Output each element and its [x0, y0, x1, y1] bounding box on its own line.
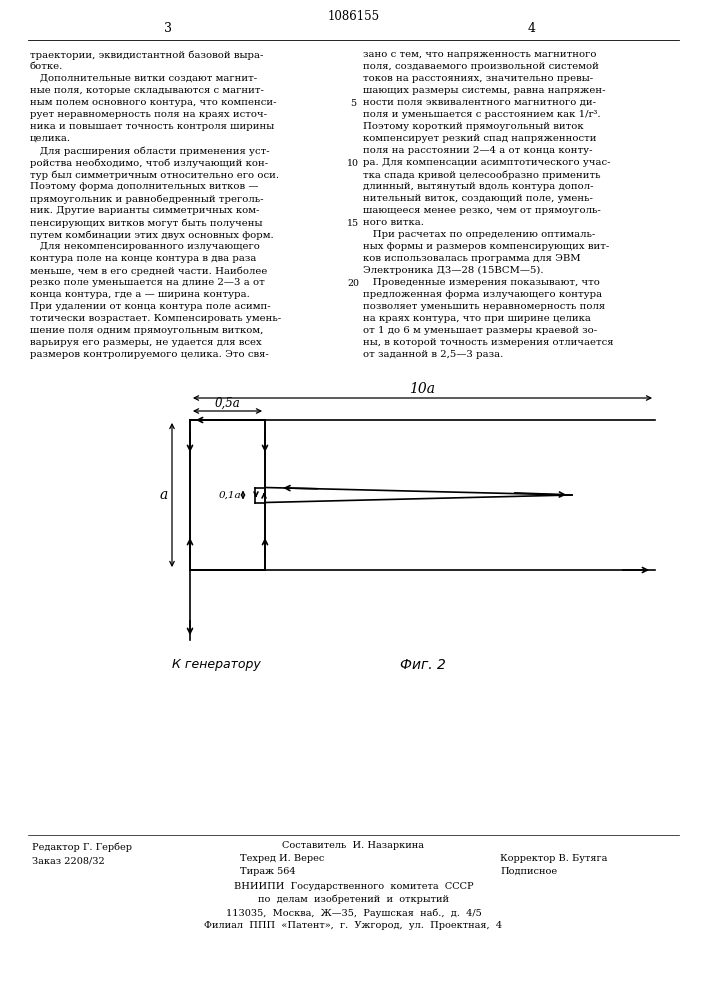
Text: 0,1a: 0,1a — [218, 490, 241, 499]
Text: ного витка.: ного витка. — [363, 218, 424, 227]
Text: от заданной в 2,5—3 раза.: от заданной в 2,5—3 раза. — [363, 350, 503, 359]
Text: контура поле на конце контура в два раза: контура поле на конце контура в два раза — [30, 254, 257, 263]
Text: зано с тем, что напряженность магнитного: зано с тем, что напряженность магнитного — [363, 50, 597, 59]
Text: 0,5a: 0,5a — [215, 397, 240, 410]
Text: Филиал  ППП  «Патент»,  г.  Ужгород,  ул.  Проектная,  4: Филиал ППП «Патент», г. Ужгород, ул. Про… — [204, 921, 503, 930]
Text: нительный виток, создающий поле, умень-: нительный виток, создающий поле, умень- — [363, 194, 593, 203]
Text: поля на расстоянии 2—4 а от конца конту-: поля на расстоянии 2—4 а от конца конту- — [363, 146, 592, 155]
Text: При расчетах по определению оптималь-: При расчетах по определению оптималь- — [363, 230, 595, 239]
Text: ник. Другие варианты симметричных ком-: ник. Другие варианты симметричных ком- — [30, 206, 259, 215]
Text: ботке.: ботке. — [30, 62, 64, 71]
Text: шение поля одним прямоугольным витком,: шение поля одним прямоугольным витком, — [30, 326, 264, 335]
Text: Поэтому короткий прямоугольный виток: Поэтому короткий прямоугольный виток — [363, 122, 583, 131]
Text: предложенная форма излучающего контура: предложенная форма излучающего контура — [363, 290, 602, 299]
Text: ным полем основного контура, что компенси-: ным полем основного контура, что компенс… — [30, 98, 276, 107]
Text: ВНИИПИ  Государственного  комитета  СССР: ВНИИПИ Государственного комитета СССР — [234, 882, 473, 891]
Text: ков использовалась программа для ЭВМ: ков использовалась программа для ЭВМ — [363, 254, 580, 263]
Text: конца контура, где а — ширина контура.: конца контура, где а — ширина контура. — [30, 290, 250, 299]
Text: 4: 4 — [528, 22, 536, 35]
Text: ройства необходимо, чтоб излучающий кон-: ройства необходимо, чтоб излучающий кон- — [30, 158, 268, 167]
Text: Электроника Д3—28 (15ВСМ—5).: Электроника Д3—28 (15ВСМ—5). — [363, 266, 544, 275]
Text: 20: 20 — [347, 279, 359, 288]
Text: 15: 15 — [347, 220, 359, 229]
Text: Техред И. Верес: Техред И. Верес — [240, 854, 325, 863]
Text: 1086155: 1086155 — [327, 10, 380, 23]
Text: траектории, эквидистантной базовой выра-: траектории, эквидистантной базовой выра- — [30, 50, 264, 60]
Text: ны, в которой точность измерения отличается: ны, в которой точность измерения отличае… — [363, 338, 614, 347]
Text: 10: 10 — [347, 159, 359, 168]
Text: шающих размеры системы, равна напряжен-: шающих размеры системы, равна напряжен- — [363, 86, 605, 95]
Text: длинный, вытянутый вдоль контура допол-: длинный, вытянутый вдоль контура допол- — [363, 182, 593, 191]
Text: шающееся менее резко, чем от прямоуголь-: шающееся менее резко, чем от прямоуголь- — [363, 206, 601, 215]
Text: прямоугольник и равнобедренный треголь-: прямоугольник и равнобедренный треголь- — [30, 194, 264, 204]
Text: меньше, чем в его средней части. Наиболее: меньше, чем в его средней части. Наиболе… — [30, 266, 267, 275]
Text: ника и повышает точность контроля ширины: ника и повышает точность контроля ширины — [30, 122, 274, 131]
Text: Редактор Г. Гербер: Редактор Г. Гербер — [32, 843, 132, 852]
Text: по  делам  изобретений  и  открытий: по делам изобретений и открытий — [258, 895, 449, 904]
Text: ные поля, которые складываются с магнит-: ные поля, которые складываются с магнит- — [30, 86, 264, 95]
Text: Заказ 2208/32: Заказ 2208/32 — [32, 856, 105, 865]
Text: Тираж 564: Тираж 564 — [240, 867, 296, 876]
Text: поля и уменьшается с расстоянием как 1/r³.: поля и уменьшается с расстоянием как 1/r… — [363, 110, 601, 119]
Text: Фиг. 2: Фиг. 2 — [400, 658, 446, 672]
Text: a: a — [160, 488, 168, 502]
Text: Проведенные измерения показывают, что: Проведенные измерения показывают, что — [363, 278, 600, 287]
Text: рует неравномерность поля на краях источ-: рует неравномерность поля на краях источ… — [30, 110, 267, 119]
Text: ных формы и размеров компенсирующих вит-: ных формы и размеров компенсирующих вит- — [363, 242, 609, 251]
Text: Поэтому форма дополнительных витков —: Поэтому форма дополнительных витков — — [30, 182, 259, 191]
Text: варьируя его размеры, не удается для всех: варьируя его размеры, не удается для все… — [30, 338, 262, 347]
Text: Подписное: Подписное — [500, 867, 557, 876]
Text: поля, создаваемого произвольной системой: поля, создаваемого произвольной системой — [363, 62, 599, 71]
Text: К генератору: К генератору — [172, 658, 261, 671]
Text: компенсирует резкий спад напряженности: компенсирует резкий спад напряженности — [363, 134, 597, 143]
Text: пенсирующих витков могут быть получены: пенсирующих витков могут быть получены — [30, 218, 262, 228]
Text: 113035,  Москва,  Ж—35,  Раушская  наб.,  д.  4/5: 113035, Москва, Ж—35, Раушская наб., д. … — [226, 908, 481, 918]
Text: резко поле уменьшается на длине 2—3 а от: резко поле уменьшается на длине 2—3 а от — [30, 278, 264, 287]
Text: размеров контролируемого целика. Это свя-: размеров контролируемого целика. Это свя… — [30, 350, 269, 359]
Text: 5: 5 — [350, 100, 356, 108]
Text: путем комбинации этих двух основных форм.: путем комбинации этих двух основных форм… — [30, 230, 274, 239]
Text: тотически возрастает. Компенсировать умень-: тотически возрастает. Компенсировать уме… — [30, 314, 281, 323]
Text: Дополнительные витки создают магнит-: Дополнительные витки создают магнит- — [30, 74, 257, 83]
Text: При удалении от конца контура поле асимп-: При удалении от конца контура поле асимп… — [30, 302, 271, 311]
Text: Составитель  И. Назаркина: Составитель И. Назаркина — [283, 841, 424, 850]
Text: токов на расстояниях, значительно превы-: токов на расстояниях, значительно превы- — [363, 74, 593, 83]
Text: ра. Для компенсации асимптотического учас-: ра. Для компенсации асимптотического уча… — [363, 158, 611, 167]
Text: тка спада кривой целесообразно применить: тка спада кривой целесообразно применить — [363, 170, 600, 180]
Text: тур был симметричным относительно его оси.: тур был симметричным относительно его ос… — [30, 170, 279, 180]
Text: ности поля эквивалентного магнитного ди-: ности поля эквивалентного магнитного ди- — [363, 98, 596, 107]
Text: Для некомпенсированного излучающего: Для некомпенсированного излучающего — [30, 242, 260, 251]
Text: на краях контура, что при ширине целика: на краях контура, что при ширине целика — [363, 314, 591, 323]
Text: Для расширения области применения уст-: Для расширения области применения уст- — [30, 146, 269, 155]
Text: целика.: целика. — [30, 134, 71, 143]
Text: позволяет уменьшить неравномерность поля: позволяет уменьшить неравномерность поля — [363, 302, 605, 311]
Text: 3: 3 — [164, 22, 172, 35]
Text: 10a: 10a — [409, 382, 436, 396]
Text: Корректор В. Бутяга: Корректор В. Бутяга — [500, 854, 607, 863]
Text: от 1 до 6 м уменьшает размеры краевой зо-: от 1 до 6 м уменьшает размеры краевой зо… — [363, 326, 597, 335]
